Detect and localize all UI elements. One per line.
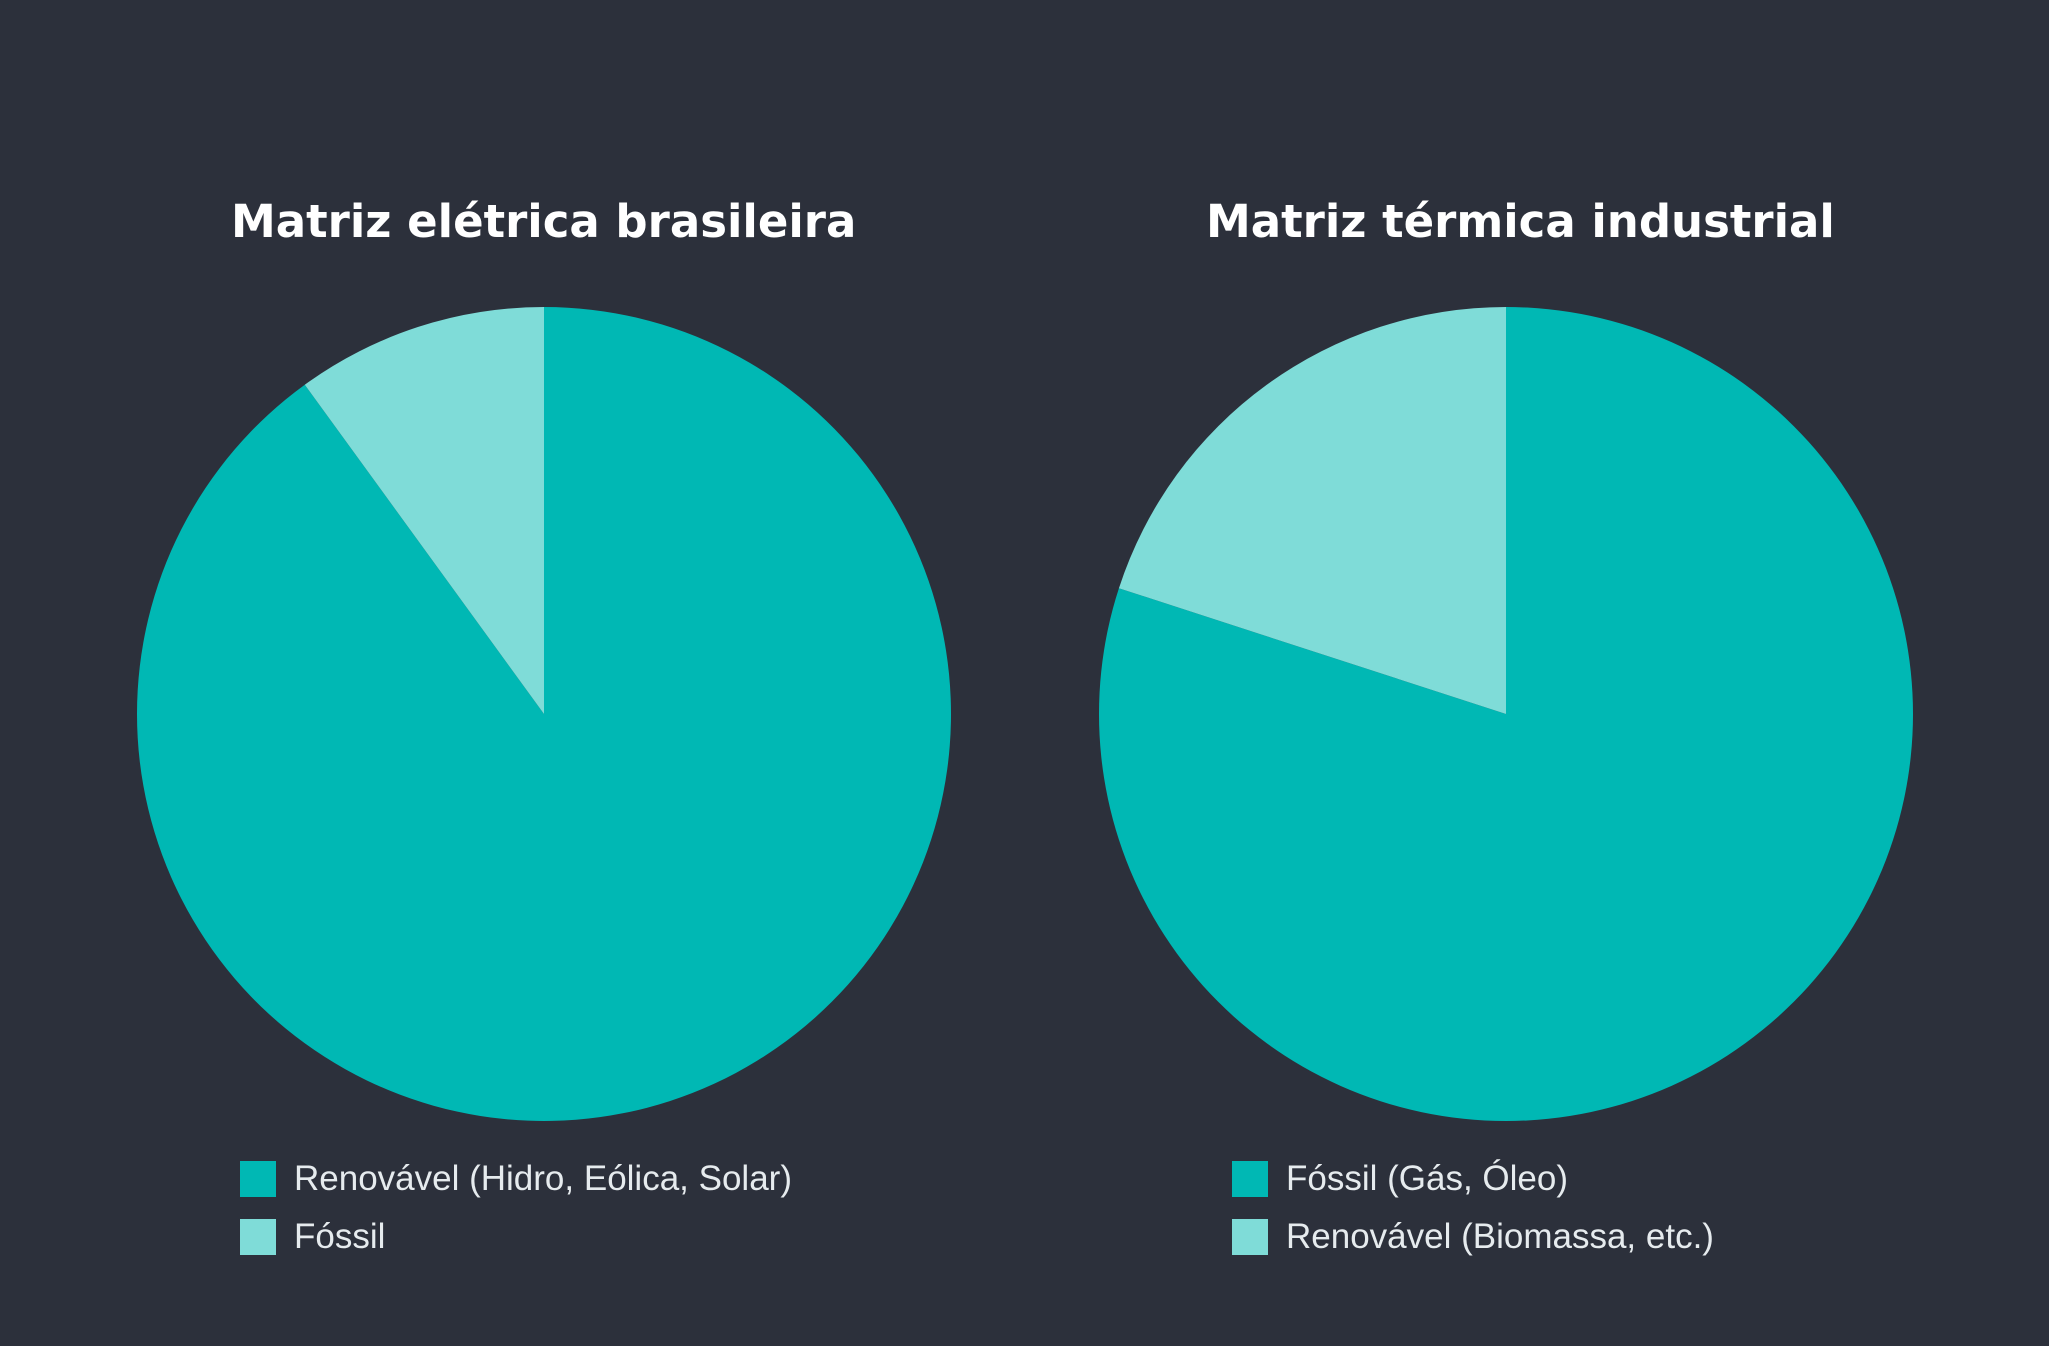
chart-legend: Renovável (Hidro, Eólica, Solar) Fóssil — [240, 1150, 792, 1266]
legend-label: Fóssil — [294, 1217, 386, 1256]
chart-legend: Fóssil (Gás, Óleo) Renovável (Biomassa, … — [1232, 1150, 1714, 1266]
pie-chart-eletrica — [136, 307, 951, 1121]
legend-label: Fóssil (Gás, Óleo) — [1286, 1159, 1568, 1198]
legend-label: Renovável (Hidro, Eólica, Solar) — [294, 1159, 792, 1198]
legend-item: Renovável (Hidro, Eólica, Solar) — [240, 1150, 792, 1208]
chart-panel-eletrica: Matriz elétrica brasileira Renovável (Hi… — [0, 0, 1024, 1346]
chart-title: Matriz térmica industrial — [1206, 195, 1835, 248]
pie-slice — [136, 307, 951, 1121]
legend-item: Renovável (Biomassa, etc.) — [1232, 1208, 1714, 1266]
legend-swatch — [1232, 1161, 1268, 1197]
legend-swatch — [240, 1219, 276, 1255]
pie-slice — [304, 307, 544, 714]
legend-item: Fóssil — [240, 1208, 792, 1266]
legend-swatch — [1232, 1219, 1268, 1255]
legend-item: Fóssil (Gás, Óleo) — [1232, 1150, 1714, 1208]
pie-chart-termica — [1099, 307, 1913, 1121]
legend-label: Renovável (Biomassa, etc.) — [1286, 1217, 1714, 1256]
pie-slice — [1118, 307, 1506, 714]
chart-title: Matriz elétrica brasileira — [231, 195, 857, 248]
chart-panel-termica: Matriz térmica industrial Fóssil (Gás, Ó… — [1024, 0, 2048, 1346]
legend-swatch — [240, 1161, 276, 1197]
